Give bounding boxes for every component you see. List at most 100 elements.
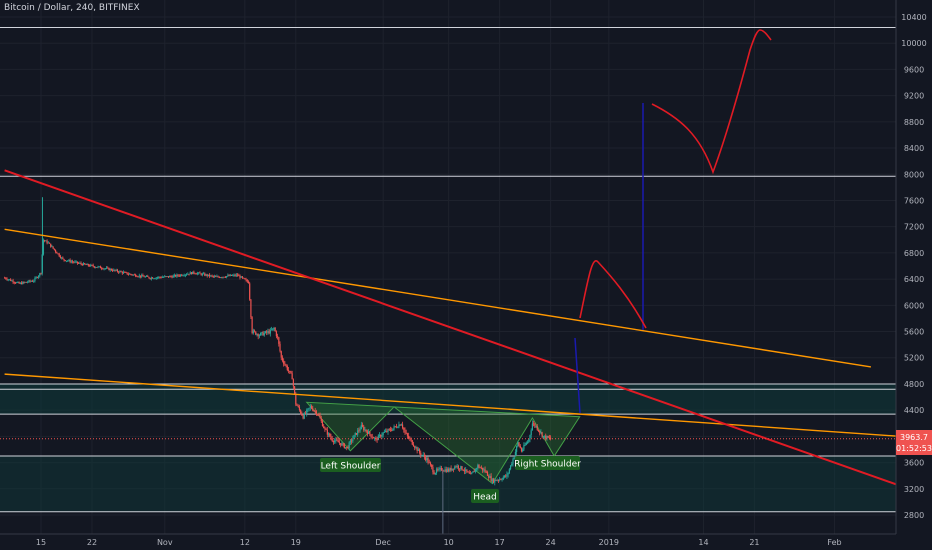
price-tick-label: 4800 xyxy=(904,380,924,389)
candle-body xyxy=(258,335,260,337)
candle-body xyxy=(397,427,399,429)
candle-body xyxy=(158,276,160,278)
candle-body xyxy=(496,480,498,481)
candle-body xyxy=(386,430,388,432)
chart-title: Bitcoin / Dollar, 240, BITFINEX xyxy=(4,3,140,13)
candle-body xyxy=(417,449,419,451)
candle-body xyxy=(514,451,517,458)
candle-body xyxy=(314,410,316,412)
candle-body xyxy=(207,274,210,276)
candle-body xyxy=(505,475,507,477)
candle-body xyxy=(513,457,515,460)
candle-body xyxy=(457,465,459,469)
candle-body xyxy=(293,386,296,394)
candle-body xyxy=(136,276,138,278)
candle-body xyxy=(539,431,541,433)
candle-body xyxy=(533,423,535,425)
candle-body xyxy=(86,264,88,265)
candle-body xyxy=(99,266,102,269)
candle-body xyxy=(431,464,433,468)
time-tick-label: 24 xyxy=(546,538,556,547)
candle-body xyxy=(455,466,457,468)
candle-body xyxy=(301,413,303,416)
candle-body xyxy=(382,432,384,436)
candle-body xyxy=(12,280,14,283)
candle-body xyxy=(352,438,354,442)
candle-body xyxy=(23,281,25,283)
head-and-shoulders-pattern xyxy=(305,401,581,485)
candle-body xyxy=(42,240,45,255)
candle-body xyxy=(483,469,485,471)
candle-body xyxy=(546,436,548,439)
candle-body xyxy=(160,277,162,279)
time-axis[interactable] xyxy=(0,534,932,550)
candle-body xyxy=(46,240,48,244)
candle-body xyxy=(166,276,168,277)
candle-body xyxy=(427,458,429,463)
candle-body xyxy=(392,428,394,431)
candle-body xyxy=(121,271,123,274)
candle-body xyxy=(435,469,438,473)
grid xyxy=(0,0,896,534)
trendlines[interactable] xyxy=(4,169,923,495)
bar-countdown: 01:52:53 xyxy=(896,444,932,453)
candle-body xyxy=(336,439,338,441)
candle-body xyxy=(54,249,57,252)
candle-body xyxy=(79,262,81,264)
candle-body xyxy=(507,472,509,475)
candle-body xyxy=(104,268,106,270)
candle-body xyxy=(240,276,242,278)
candle-body xyxy=(80,262,82,264)
candle-body xyxy=(337,440,339,443)
candle-body xyxy=(232,275,234,277)
candle-body xyxy=(297,405,299,407)
candle-body xyxy=(97,266,99,268)
candle-body xyxy=(471,472,473,474)
candle-body xyxy=(187,273,189,275)
left-shoulder-label: Left Shoulder xyxy=(321,462,381,472)
candle-body xyxy=(535,426,537,427)
candle-body xyxy=(251,317,253,334)
price-tick-label: 2800 xyxy=(904,511,924,520)
candle-body xyxy=(378,434,381,436)
time-tick-label: 21 xyxy=(749,538,759,547)
candle-body xyxy=(354,433,356,435)
candle-body xyxy=(348,442,350,448)
candle-body xyxy=(243,277,245,279)
candle-body xyxy=(250,299,252,318)
candle-body xyxy=(241,276,244,278)
candle-body xyxy=(219,277,222,279)
candle-body xyxy=(408,435,410,439)
candle-body xyxy=(252,330,254,334)
price-tick-label: 5600 xyxy=(904,328,924,337)
candle-body xyxy=(47,242,49,244)
candle-body xyxy=(198,272,200,274)
candle-body xyxy=(44,240,46,241)
candle-body xyxy=(462,469,464,471)
candle-body xyxy=(281,357,284,361)
drawings[interactable] xyxy=(574,29,772,414)
candle-body xyxy=(7,279,9,281)
candle-body xyxy=(509,465,512,470)
candle-body xyxy=(459,468,461,470)
candle-body xyxy=(249,283,251,300)
candle-body xyxy=(143,276,145,278)
candle-body xyxy=(468,472,470,474)
candle-body xyxy=(194,273,196,274)
candle-body xyxy=(284,363,286,365)
candle-body xyxy=(449,468,451,472)
candle-body xyxy=(537,429,540,432)
candle-body xyxy=(182,275,184,277)
candle-body xyxy=(469,473,472,475)
candle-body xyxy=(141,275,143,277)
candle-body xyxy=(326,429,328,435)
candle-body xyxy=(139,275,142,277)
candle-body xyxy=(173,274,176,276)
candle-body xyxy=(330,436,332,439)
candle-body xyxy=(20,282,23,285)
price-tick-label: 3600 xyxy=(904,459,924,468)
candle-body xyxy=(368,431,370,434)
price-tick-label: 7200 xyxy=(904,223,924,232)
candle-body xyxy=(226,276,228,278)
